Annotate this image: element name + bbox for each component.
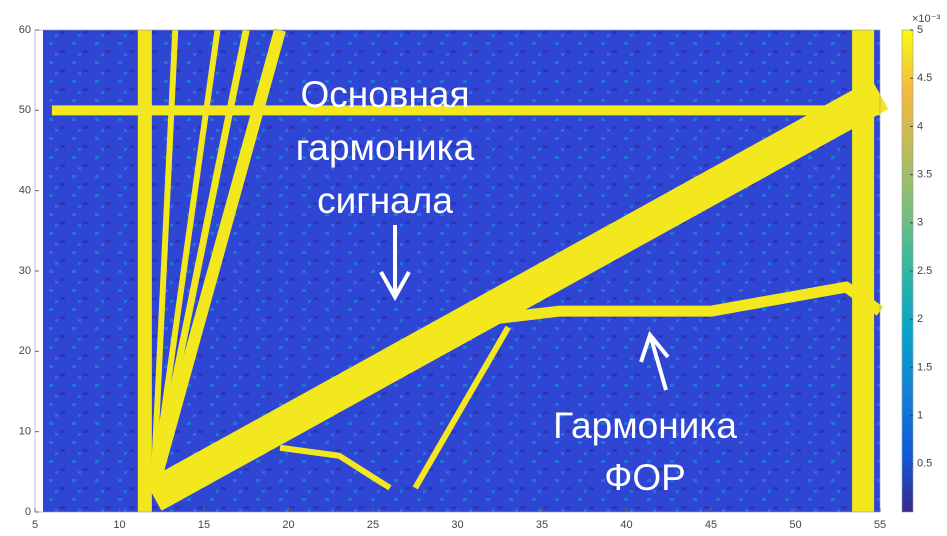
annotation: сигнала [317, 180, 453, 221]
colorbar-tick-label: 4 [917, 120, 923, 132]
x-tick-label: 35 [536, 519, 548, 531]
y-tick-label: 30 [19, 265, 31, 277]
y-tick-label: 20 [19, 345, 31, 357]
y-tick-label: 40 [19, 185, 31, 197]
y-tick-label: 60 [19, 24, 31, 36]
annotation: Гармоника [553, 405, 737, 446]
colorbar-tick-label: 3.5 [917, 169, 932, 181]
x-tick-label: 45 [705, 519, 717, 531]
annotation: гармоника [296, 127, 475, 168]
annotation: Основная [301, 74, 470, 115]
colorbar-tick-label: 1.5 [917, 361, 932, 373]
y-tick-label: 50 [19, 104, 31, 116]
x-tick-label: 40 [620, 519, 632, 531]
x-tick-label: 15 [198, 519, 210, 531]
x-tick-label: 50 [789, 519, 801, 531]
annotation: ФОР [604, 457, 686, 498]
colorbar-exponent: ×10⁻³ [912, 13, 940, 25]
x-tick-label: 5 [32, 519, 38, 531]
x-tick-label: 10 [113, 519, 125, 531]
chart: 51015202530354045505501020304050600.511.… [0, 0, 947, 536]
x-tick-label: 20 [282, 519, 294, 531]
y-tick-label: 10 [19, 426, 31, 438]
colorbar-tick-label: 4.5 [917, 72, 932, 84]
colorbar-tick-label: 2.5 [917, 265, 932, 277]
x-tick-label: 55 [874, 519, 886, 531]
x-tick-label: 25 [367, 519, 379, 531]
colorbar-tick-label: 5 [917, 24, 923, 36]
colorbar-tick-label: 0.5 [917, 458, 932, 470]
colorbar-tick-label: 1 [917, 410, 923, 422]
colorbar-tick-label: 3 [917, 217, 923, 229]
colorbar-tick-label: 2 [917, 313, 923, 325]
y-tick-label: 0 [25, 506, 31, 518]
x-tick-label: 30 [451, 519, 463, 531]
